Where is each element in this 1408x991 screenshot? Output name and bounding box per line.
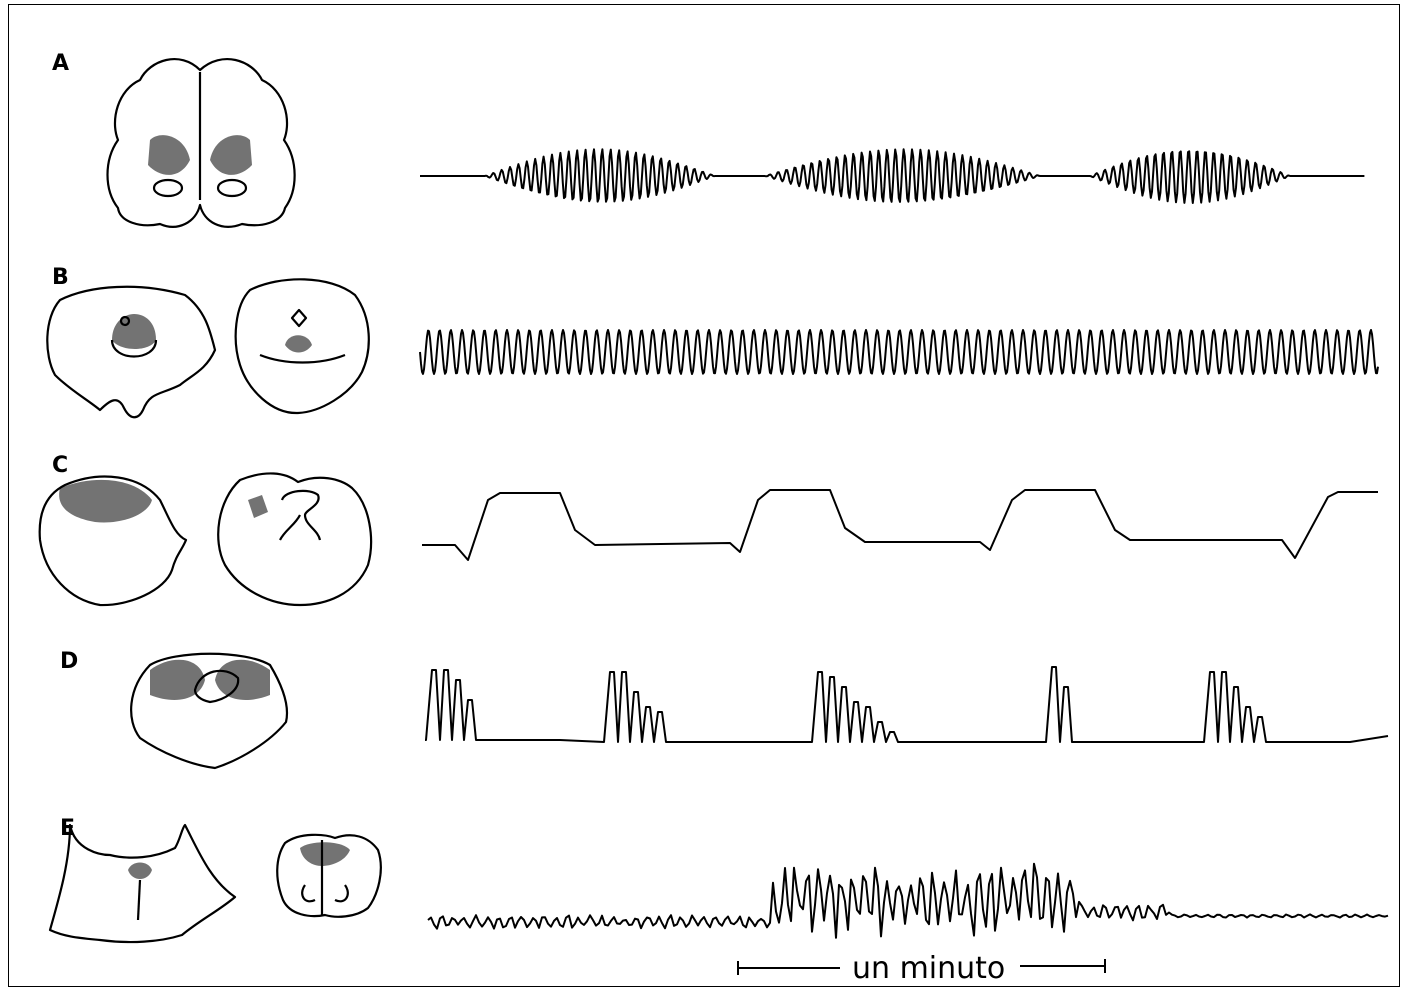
medulla-section-e-left <box>48 823 237 944</box>
row-label-a: A <box>52 51 69 76</box>
row-label-d: D <box>60 649 78 674</box>
pons-section-c-left <box>38 475 188 607</box>
medulla-section-d <box>130 652 289 770</box>
row-label-b: B <box>52 265 69 290</box>
respiratory-trace-a <box>420 148 1365 204</box>
row-label-c: C <box>52 453 68 478</box>
time-scale-bar: un minuto <box>737 951 1106 986</box>
pons-section-b-right <box>234 278 370 415</box>
pons-section-b-left <box>46 285 217 419</box>
brain-section-coronal <box>106 58 296 228</box>
row-label-e: E <box>60 816 75 841</box>
respiratory-trace-e <box>427 862 1389 939</box>
scale-bar-label: un minuto <box>852 951 1005 986</box>
spinal-section-e-right <box>276 833 382 918</box>
respiratory-trace-c <box>422 489 1378 561</box>
pons-section-c-right <box>217 472 373 607</box>
respiratory-trace-d <box>425 666 1389 743</box>
respiratory-trace-b <box>419 329 1379 375</box>
